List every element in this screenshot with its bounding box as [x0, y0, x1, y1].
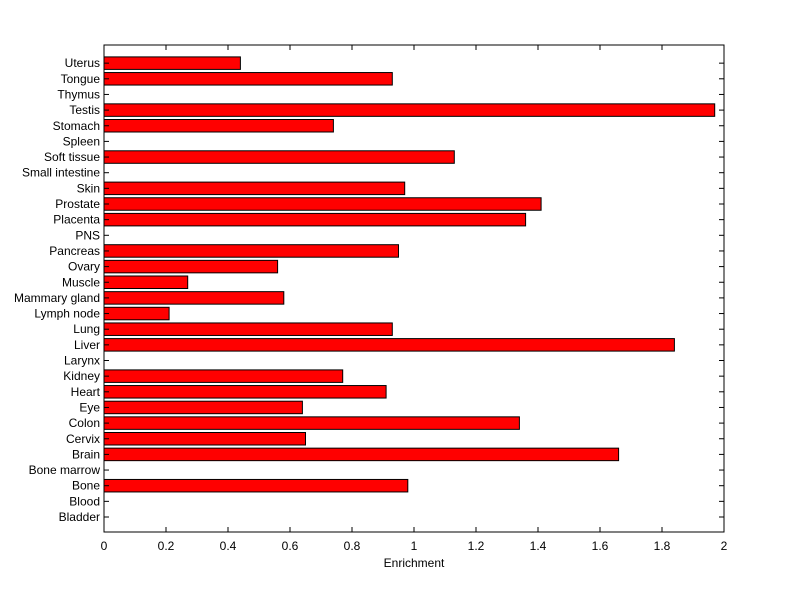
bar-uterus	[103, 56, 241, 70]
bar-placenta	[103, 212, 527, 227]
y-tick-label-prostate: Prostate	[55, 197, 100, 211]
y-tick-label-eye: Eye	[79, 400, 100, 414]
y-tick-label-lung: Lung	[73, 322, 100, 336]
bar-eye	[103, 400, 303, 415]
y-tick-label-skin: Skin	[77, 181, 100, 195]
y-tick-label-thymus: Thymus	[57, 87, 100, 101]
bar-soft-tissue	[103, 150, 455, 164]
y-tick-label-soft-tissue: Soft tissue	[44, 150, 100, 164]
x-tick-label: 0.6	[282, 539, 299, 553]
y-tick-label-bone-marrow: Bone marrow	[29, 463, 101, 477]
x-tick-label: 0.8	[344, 539, 361, 553]
bar-heart	[103, 385, 387, 399]
bar-pancreas	[103, 244, 399, 258]
y-tick-label-pns: PNS	[75, 228, 100, 242]
bar-brain	[103, 447, 620, 462]
bar-liver	[103, 338, 675, 352]
x-tick-label: 0	[101, 539, 108, 553]
y-tick-label-lymph-node: Lymph node	[34, 307, 100, 321]
y-tick-label-bladder: Bladder	[59, 510, 100, 524]
y-tick-label-spleen: Spleen	[63, 134, 100, 148]
x-tick-label: 1.8	[654, 539, 671, 553]
y-tick-label-heart: Heart	[71, 385, 101, 399]
y-tick-label-colon: Colon	[69, 416, 100, 430]
bar-stomach	[103, 119, 334, 133]
x-ticks-group: 0 0.2 0.4 0.6 0.8 1 1.2 1.4 1.6 1.8 2	[101, 45, 728, 553]
x-axis-title: Enrichment	[384, 556, 445, 570]
bar-skin	[103, 181, 406, 196]
y-tick-label-mammary-gland: Mammary gland	[14, 291, 100, 305]
y-tick-label-cervix: Cervix	[66, 432, 100, 446]
bar-bone	[103, 478, 409, 493]
bar-lung	[103, 322, 393, 336]
y-tick-label-bone: Bone	[72, 479, 100, 493]
y-tick-label-ovary: Ovary	[68, 260, 100, 274]
y-tick-label-kidney: Kidney	[63, 369, 100, 383]
bar-colon	[103, 416, 520, 430]
y-tick-label-brain: Brain	[72, 447, 100, 461]
bar-muscle	[103, 275, 189, 289]
x-tick-label: 1.2	[468, 539, 485, 553]
bar-prostate	[103, 197, 542, 211]
y-tick-label-liver: Liver	[74, 338, 100, 352]
bar-cervix	[103, 432, 306, 446]
y-tick-label-pancreas: Pancreas	[49, 244, 100, 258]
y-tick-label-stomach: Stomach	[53, 119, 100, 133]
x-tick-label: 2	[721, 539, 728, 553]
x-tick-label: 0.4	[220, 539, 237, 553]
y-tick-label-tongue: Tongue	[61, 72, 101, 86]
y-tick-label-testis: Testis	[69, 103, 100, 117]
y-tick-label-muscle: Muscle	[62, 275, 100, 289]
y-tick-label-larynx: Larynx	[64, 354, 100, 368]
x-tick-label: 1.6	[592, 539, 609, 553]
y-tick-label-small-intestine: Small intestine	[22, 166, 100, 180]
y-tick-label-placenta: Placenta	[53, 213, 100, 227]
y-tick-label-blood: Blood	[69, 494, 100, 508]
bar-mammary-gland	[103, 291, 285, 305]
y-tick-label-uterus: Uterus	[65, 56, 100, 70]
plot-frame	[103, 44, 725, 533]
bar-testis	[103, 103, 716, 117]
bar-kidney	[103, 369, 344, 383]
bar-ovary	[103, 259, 279, 274]
x-tick-label: 1	[411, 539, 418, 553]
x-tick-label: 0.2	[158, 539, 175, 553]
x-tick-label: 1.4	[530, 539, 547, 553]
bar-tongue	[103, 72, 393, 86]
bar-lymph-node	[103, 306, 170, 321]
